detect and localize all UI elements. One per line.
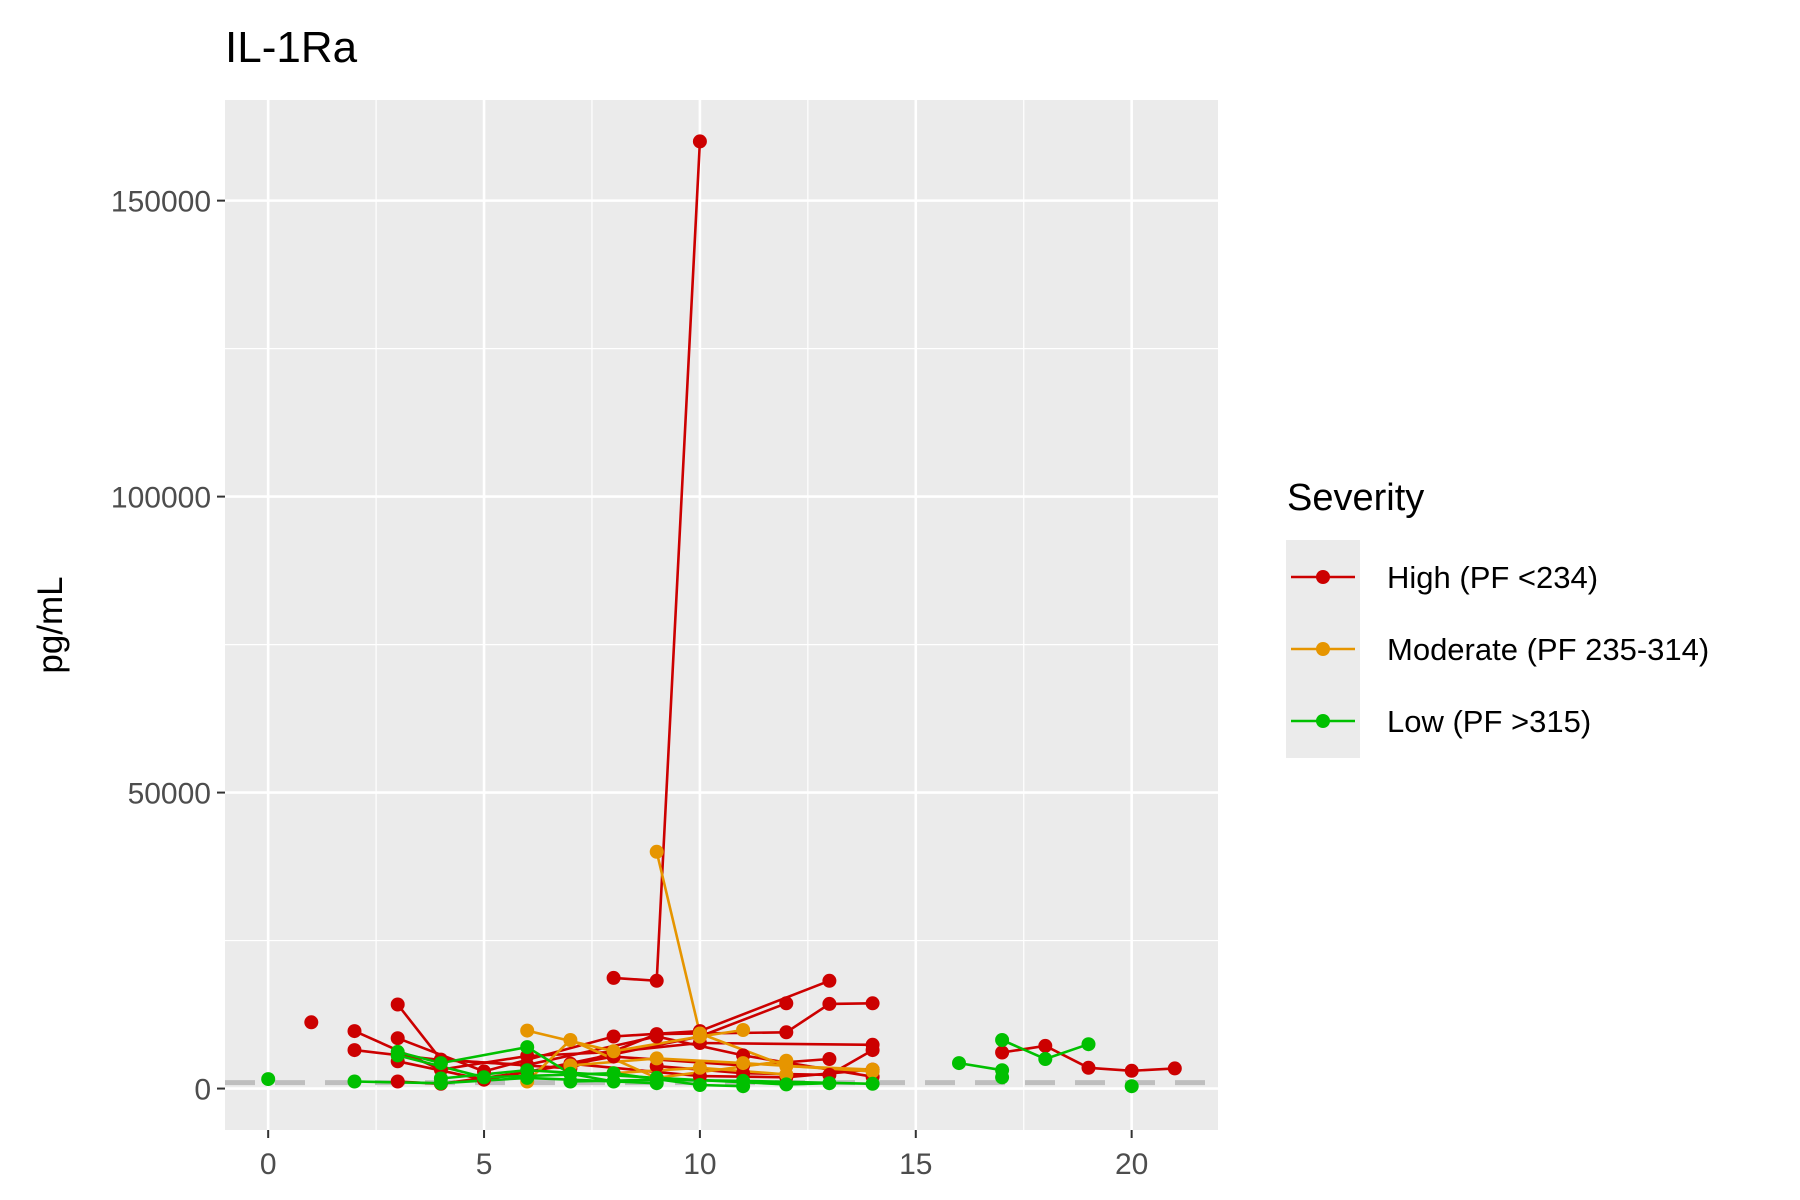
data-point: [390, 1048, 405, 1063]
x-tick-label: 10: [683, 1148, 716, 1181]
data-point: [606, 1029, 621, 1044]
data-point: [520, 1063, 535, 1078]
data-point: [261, 1072, 276, 1087]
data-point: [606, 970, 621, 985]
data-point: [477, 1070, 491, 1085]
data-point: [606, 1044, 621, 1059]
x-tick-label: 20: [1115, 1148, 1148, 1181]
data-point: [1124, 1063, 1139, 1078]
data-point: [563, 1033, 578, 1047]
data-point: [649, 1051, 664, 1066]
data-point: [865, 996, 880, 1011]
data-point: [995, 1045, 1010, 1060]
data-point: [952, 1056, 966, 1071]
data-point: [649, 844, 664, 859]
data-point: [779, 1077, 794, 1092]
data-point: [390, 1031, 405, 1046]
data-point: [347, 1043, 362, 1058]
y-tick-label: 50000: [128, 778, 211, 811]
series-line: [958, 1061, 1003, 1072]
x-tick-label: 15: [899, 1148, 932, 1181]
y-tick-label: 150000: [111, 186, 211, 219]
legend-key-point: [1316, 642, 1330, 656]
data-point: [649, 1072, 664, 1087]
data-point: [433, 1071, 448, 1086]
data-point: [347, 1074, 362, 1089]
x-tick-label: 5: [476, 1148, 493, 1181]
data-point: [822, 996, 837, 1011]
data-point: [692, 134, 707, 149]
data-point: [1038, 1052, 1053, 1066]
data-point: [649, 973, 664, 988]
legend-label: High (PF <234): [1387, 560, 1598, 595]
data-point: [865, 1064, 880, 1079]
chart-title: IL-1Ra: [225, 23, 358, 72]
data-point: [1081, 1060, 1096, 1075]
data-point: [520, 1023, 535, 1038]
data-point: [606, 1066, 621, 1081]
legend-label: Low (PF >315): [1387, 704, 1591, 739]
data-point: [822, 1052, 837, 1066]
legend-key-point: [1316, 570, 1330, 584]
data-point: [390, 997, 405, 1012]
data-point: [649, 1027, 664, 1042]
data-point: [692, 1060, 707, 1075]
legend-title: Severity: [1287, 477, 1424, 519]
data-point: [1124, 1079, 1139, 1094]
legend-key-point: [1316, 714, 1330, 728]
x-tick-label: 0: [260, 1148, 277, 1181]
y-tick-label: 0: [194, 1074, 211, 1107]
data-point: [865, 1043, 880, 1058]
y-tick-label: 100000: [111, 482, 211, 515]
data-point: [736, 1023, 751, 1037]
legend-label: Moderate (PF 235-314): [1387, 632, 1709, 667]
data-point: [736, 1056, 751, 1071]
data-point: [520, 1040, 535, 1055]
data-point: [692, 1026, 707, 1041]
data-point: [995, 1033, 1010, 1047]
series-points-2: [261, 1033, 1139, 1094]
data-point: [563, 1074, 578, 1089]
y-axis-title: pg/mL: [31, 576, 70, 673]
data-point: [692, 1078, 707, 1092]
data-point: [779, 1067, 794, 1082]
data-point: [779, 1025, 794, 1040]
data-point: [822, 1076, 837, 1091]
grid-lines: [225, 100, 1218, 1130]
legend: High (PF <234) Moderate (PF 235-314) Low (…: [1286, 540, 1709, 758]
data-point: [1038, 1038, 1053, 1053]
data-point: [736, 1073, 751, 1088]
data-point: [865, 1076, 880, 1091]
data-layer: [261, 134, 1182, 1094]
plot-panel: [225, 100, 1218, 1130]
data-point: [433, 1056, 448, 1071]
data-point: [1167, 1061, 1182, 1076]
data-point: [779, 996, 794, 1011]
data-point: [390, 1074, 405, 1089]
data-point: [995, 1070, 1010, 1085]
data-point: [1081, 1037, 1096, 1052]
data-point: [304, 1015, 319, 1030]
data-point: [347, 1024, 362, 1039]
data-point: [822, 973, 837, 988]
